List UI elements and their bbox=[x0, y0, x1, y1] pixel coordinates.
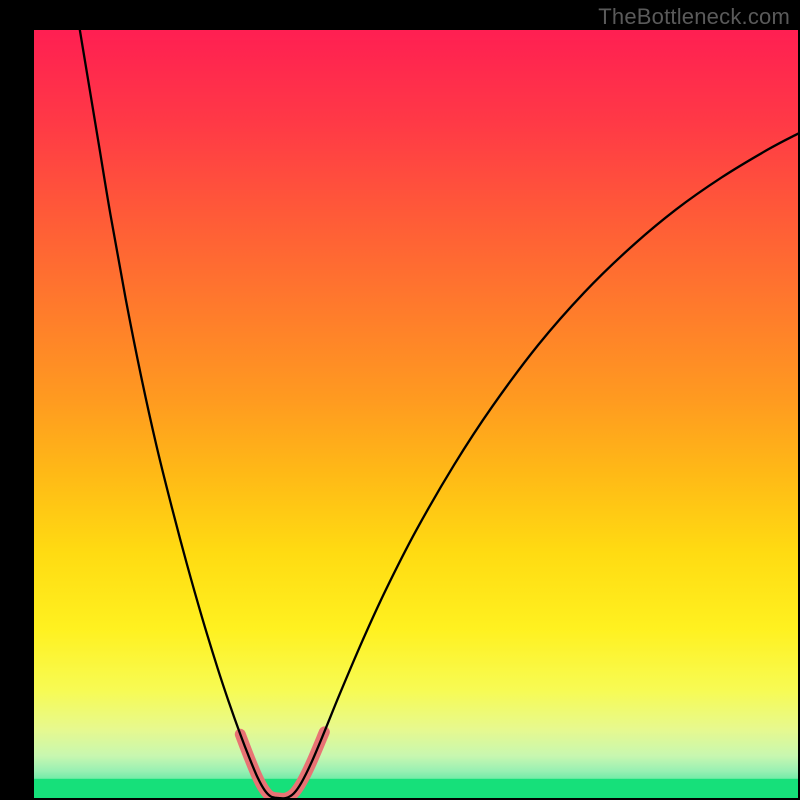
watermark: TheBottleneck.com bbox=[598, 4, 790, 30]
chart-green-band bbox=[34, 779, 798, 798]
chart-plot-area bbox=[34, 30, 798, 798]
bottleneck-curve-chart bbox=[34, 30, 798, 798]
